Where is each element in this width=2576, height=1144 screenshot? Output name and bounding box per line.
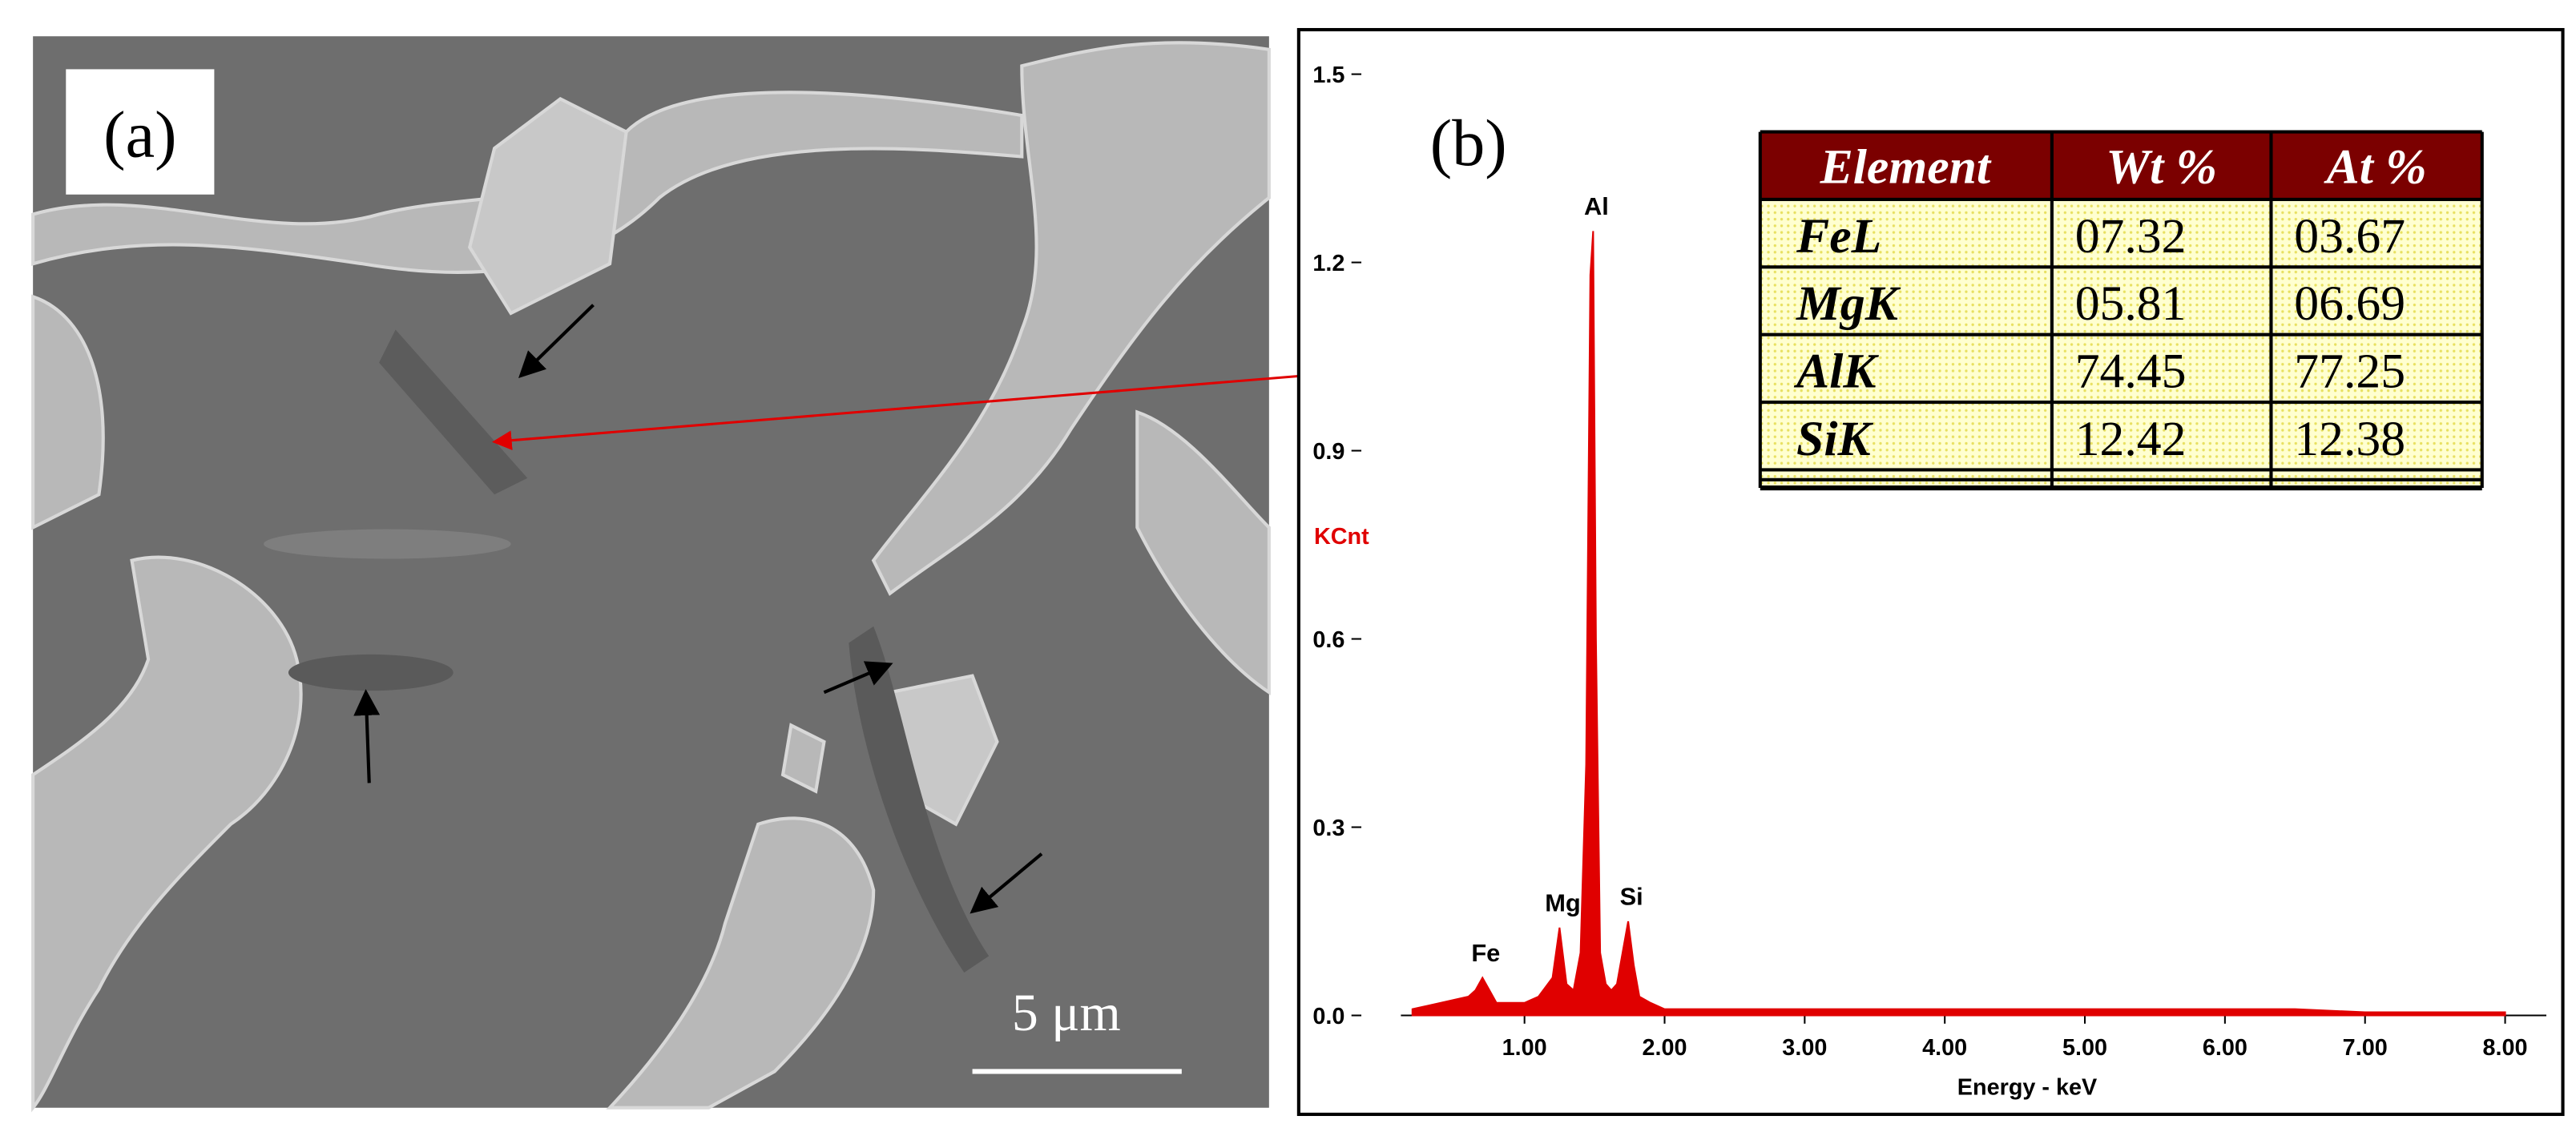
y-tick-label: 0.6 xyxy=(1312,627,1344,653)
table-header-bg xyxy=(1760,131,2482,199)
column-header: Wt % xyxy=(2106,139,2217,194)
x-tick-label: 3.00 xyxy=(1782,1035,1827,1061)
table-cell: 12.42 xyxy=(2075,412,2187,466)
x-axis-label: Energy - keV xyxy=(1957,1074,2098,1100)
x-tick-label: 7.00 xyxy=(2343,1035,2388,1061)
spectrum xyxy=(1411,231,2506,1017)
x-tick-label: 6.00 xyxy=(2203,1035,2247,1061)
table-cell: AlK xyxy=(1793,344,1879,399)
table-cell: 12.38 xyxy=(2294,412,2405,466)
peak-label: Fe xyxy=(1471,939,1500,967)
peak-label: Mg xyxy=(1545,888,1581,916)
table-row-bg xyxy=(1760,199,2482,268)
panel-label: (b) xyxy=(1430,107,1507,179)
table-row-bg xyxy=(1760,334,2482,403)
table-cell: 77.25 xyxy=(2294,344,2405,399)
y-tick-label: 0.3 xyxy=(1312,816,1344,841)
table-cell: SiK xyxy=(1796,412,1873,466)
x-tick-label: 2.00 xyxy=(1642,1035,1687,1061)
y-tick-label: 1.2 xyxy=(1312,251,1344,276)
table-cell: 03.67 xyxy=(2294,209,2405,264)
y-tick-label: 0.0 xyxy=(1312,1004,1344,1029)
column-header: At % xyxy=(2324,139,2427,194)
table-row-bg xyxy=(1760,402,2482,470)
table-row-bg xyxy=(1760,267,2482,335)
table-cell: MgK xyxy=(1796,276,1901,331)
table-cell: 74.45 xyxy=(2075,344,2187,399)
y-axis-label: KCnt xyxy=(1314,524,1369,550)
y-tick-label: 1.5 xyxy=(1312,62,1344,88)
y-tick-label: 0.9 xyxy=(1312,439,1344,465)
table-cell: 07.32 xyxy=(2075,209,2187,264)
data-table: Element Wt % At % FeL 07.32 03.67 MgK 05.81 06.6… xyxy=(1758,130,2484,491)
scale-bar-label: 5 μm xyxy=(1012,984,1121,1042)
x-tick-label: 4.00 xyxy=(1922,1035,1967,1061)
peak-label: Al xyxy=(1584,192,1609,220)
peak-label: Si xyxy=(1620,882,1643,910)
table-cell: 06.69 xyxy=(2294,276,2405,331)
table-cell: FeL xyxy=(1796,209,1881,264)
x-tick-label: 1.00 xyxy=(1502,1035,1547,1061)
sem-image xyxy=(31,36,1303,1113)
table-cell: 05.81 xyxy=(2075,276,2187,331)
plot: 0.0 0.3 0.6 0.9 1.2 1.5 1.00 2.00 3.00 4.00 5.00 6.… xyxy=(1312,62,2546,1061)
panel-label: (a) xyxy=(103,98,176,171)
column-header: Element xyxy=(1820,139,1992,194)
x-tick-label: 8.00 xyxy=(2483,1035,2528,1061)
x-tick-label: 5.00 xyxy=(2062,1035,2107,1061)
